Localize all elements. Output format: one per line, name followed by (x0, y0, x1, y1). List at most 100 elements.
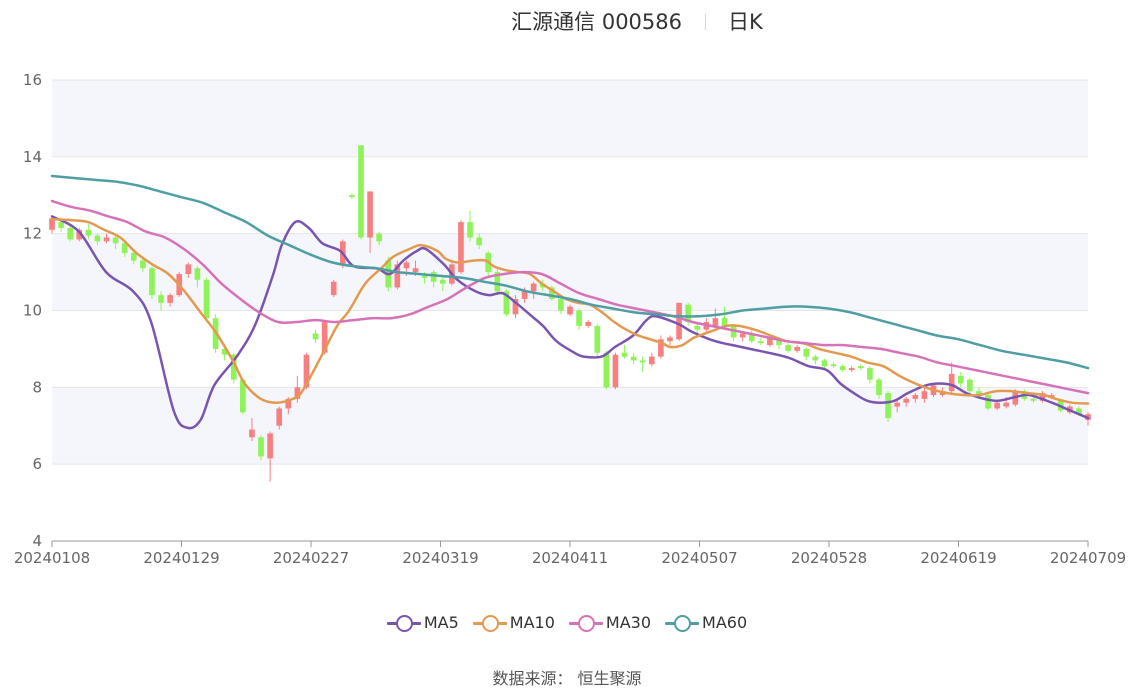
candle-body (312, 333, 319, 340)
candle-body (503, 291, 510, 315)
candle-body (221, 348, 228, 355)
candle (112, 235, 119, 250)
chart-title: 汇源通信 000586 (511, 10, 682, 34)
data-source-label: 数据来源： (492, 669, 573, 688)
candle-body (1003, 402, 1010, 407)
legend-marker-icon (568, 614, 603, 632)
candle-body (839, 366, 846, 371)
candle-body (158, 295, 164, 303)
candle-body (585, 322, 591, 326)
candle (648, 352, 655, 367)
legend-item-ma5[interactable]: MA5 (386, 612, 459, 632)
candle-body (230, 354, 237, 380)
legend-marker-icon (665, 614, 700, 632)
candle (585, 320, 591, 328)
candle (758, 337, 764, 346)
candle-body (876, 379, 882, 396)
legend-circle (395, 614, 413, 632)
candle (185, 262, 192, 278)
candle (957, 371, 964, 388)
candle (821, 358, 828, 369)
candle-body (458, 222, 464, 273)
candle (567, 304, 573, 317)
candle-body (394, 264, 401, 288)
candle-body (512, 298, 519, 315)
candle-body (403, 262, 410, 269)
candle (76, 227, 83, 242)
candle (658, 335, 664, 359)
candle-body (549, 287, 555, 299)
candle-body (857, 366, 864, 369)
candle (149, 266, 155, 299)
candle-body (967, 379, 973, 392)
candle (712, 308, 719, 328)
legend-label: MA30 (605, 613, 652, 632)
candle-body (658, 339, 664, 357)
candle (512, 295, 519, 319)
candle-body (76, 229, 83, 240)
candle (857, 364, 864, 371)
candle-body (430, 272, 437, 282)
candle-body (758, 341, 764, 344)
candle-body (885, 393, 891, 419)
candle (430, 270, 437, 288)
candle-body (85, 229, 92, 236)
chart-period: 日K (728, 10, 763, 34)
candle-body (976, 391, 982, 396)
candle-body (240, 379, 246, 413)
candle-body (367, 191, 373, 238)
candle (67, 225, 73, 242)
ma-line-ma10 (50, 217, 1090, 405)
candle (1039, 391, 1046, 403)
candle (639, 356, 646, 372)
legend-circle (577, 614, 595, 632)
candle-body (421, 275, 428, 278)
candle (230, 352, 237, 384)
legend-item-ma10[interactable]: MA10 (472, 612, 555, 632)
candle (621, 345, 628, 359)
legend: MA5 MA10 MA30 MA60 (0, 612, 1134, 632)
candle-body (267, 433, 273, 459)
candle-body (349, 195, 355, 198)
candle (903, 396, 910, 407)
legend-item-ma60[interactable]: MA60 (665, 612, 747, 632)
candle (994, 400, 1000, 411)
x-axis: 20240108 20240129 20240227 20240319 20240411… (14, 540, 1126, 567)
plot-band (52, 233, 1088, 311)
candle (121, 241, 128, 257)
data-source-value: 恒生聚源 (577, 669, 642, 688)
candle (349, 193, 355, 200)
candle (839, 364, 846, 372)
candle (967, 377, 973, 396)
candle (530, 281, 537, 299)
candle-body (912, 395, 919, 399)
candle-body (830, 364, 837, 367)
candle (848, 366, 855, 372)
candle-body (303, 354, 310, 388)
title-separator (705, 14, 706, 30)
candle (612, 352, 619, 390)
candle-body (185, 264, 192, 275)
candle-body (276, 408, 283, 426)
candle (140, 258, 146, 273)
candle (812, 354, 819, 365)
candle (439, 275, 446, 292)
candle-body (494, 272, 501, 292)
candle-body (957, 375, 964, 384)
candle-body (1030, 398, 1037, 401)
candle-body (985, 395, 991, 409)
candle-body (694, 325, 701, 330)
candle-body (258, 437, 264, 457)
candle-body (794, 346, 801, 351)
legend-marker-icon (472, 614, 507, 632)
candle-body (330, 281, 337, 296)
candle-body (612, 354, 619, 388)
candle-body (803, 348, 810, 357)
x-tick-label: 20240709 (1050, 549, 1126, 567)
legend-marker-icon (386, 614, 421, 632)
moving-average-lines (50, 174, 1090, 430)
x-tick-label: 20240507 (661, 549, 737, 567)
legend-item-ma30[interactable]: MA30 (568, 612, 652, 632)
candle-body (94, 235, 101, 242)
